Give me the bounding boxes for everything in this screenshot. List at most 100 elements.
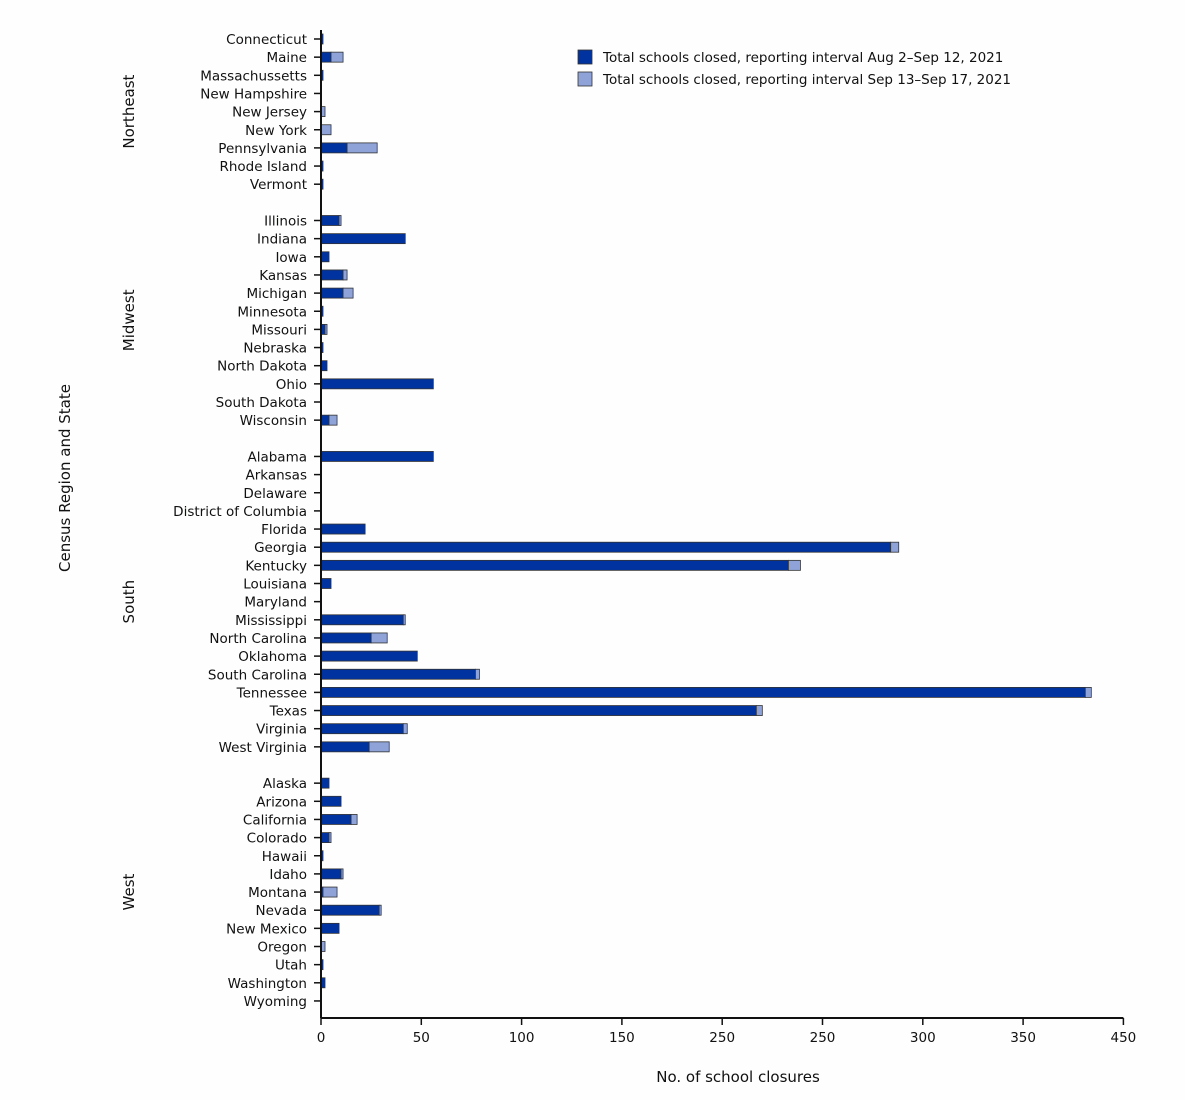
state-label: New Jersey	[232, 105, 307, 121]
state-label: Illinois	[264, 214, 307, 230]
region-labels: Northeast Midwest South West	[120, 74, 138, 910]
bar-aug2-sep12	[320, 541, 892, 553]
x-tick-label: 150	[609, 1030, 635, 1046]
bar-sep13-sep17	[328, 832, 332, 843]
state-label: South Carolina	[208, 667, 307, 683]
bar-aug2-sep12	[320, 650, 418, 662]
state-label: Louisiana	[243, 577, 307, 593]
x-tick-label: 250	[810, 1030, 836, 1046]
bar-aug2-sep12	[320, 614, 404, 626]
bar-aug2-sep12	[320, 51, 332, 63]
state-label: District of Columbia	[173, 504, 307, 520]
axes: 0 50 100 150 250 250 300 350 450	[314, 30, 1136, 1046]
state-label: Virginia	[256, 722, 307, 738]
bar-sep13-sep17	[787, 559, 801, 571]
bar-sep13-sep17	[328, 414, 338, 426]
state-labels: Connecticut Maine Massachussetts New Hampsh…	[173, 32, 307, 1010]
bar-aug2-sep12	[320, 705, 757, 716]
x-tick-label: 0	[317, 1030, 326, 1046]
bar-aug2-sep12	[320, 559, 789, 571]
bar-sep13-sep17	[368, 741, 390, 753]
x-tick-label: 100	[509, 1030, 535, 1046]
bar-aug2-sep12	[320, 904, 380, 916]
state-label: Delaware	[243, 486, 307, 502]
bar-aug2-sep12	[320, 251, 330, 263]
bar-aug2-sep12	[320, 922, 340, 934]
bar-sep13-sep17	[350, 814, 358, 825]
x-tick-label: 250	[709, 1030, 735, 1046]
bar-aug2-sep12	[320, 777, 330, 789]
x-tick-label: 350	[1010, 1030, 1036, 1046]
bar-sep13-sep17	[330, 51, 344, 63]
x-tick-label: 450	[1111, 1030, 1137, 1046]
bar-aug2-sep12	[320, 687, 1086, 698]
bar-sep13-sep17	[346, 142, 378, 154]
bar-aug2-sep12	[320, 215, 340, 226]
bar-aug2-sep12	[320, 868, 342, 880]
legend-label: Total schools closed, reporting interval…	[602, 72, 1011, 88]
bar-sep13-sep17	[890, 541, 900, 553]
bar-sep13-sep17	[402, 614, 406, 626]
bar-aug2-sep12	[320, 287, 344, 299]
state-label: Wyoming	[244, 994, 307, 1010]
state-label: Arkansas	[245, 468, 307, 484]
state-label: Hawaii	[262, 849, 307, 865]
state-label: Idaho	[269, 867, 307, 883]
bar-aug2-sep12	[320, 414, 330, 426]
state-label: Connecticut	[226, 32, 307, 48]
state-label: Ohio	[276, 377, 307, 393]
state-label: Nevada	[255, 903, 307, 919]
bar-aug2-sep12	[320, 378, 434, 390]
bar-aug2-sep12	[320, 814, 352, 825]
legend-label: Total schools closed, reporting interval…	[602, 50, 1003, 66]
state-label: New Mexico	[226, 921, 307, 937]
bar-aug2-sep12	[320, 269, 344, 281]
state-label: New York	[245, 123, 307, 139]
x-tick-label: 50	[413, 1030, 430, 1046]
region-label: Midwest	[120, 289, 138, 351]
bar-sep13-sep17	[324, 323, 328, 335]
x-tick-label: 300	[910, 1030, 936, 1046]
state-label: New Hampshire	[200, 86, 307, 102]
state-label: North Dakota	[217, 359, 307, 375]
bar-sep13-sep17	[340, 868, 344, 880]
state-label: Florida	[261, 522, 307, 538]
region-label: West	[120, 873, 138, 910]
state-label: Vermont	[250, 177, 307, 193]
bar-sep13-sep17	[378, 904, 382, 916]
bar-aug2-sep12	[320, 668, 476, 680]
state-label: Pennsylvania	[218, 141, 307, 157]
state-label: Maryland	[244, 595, 307, 611]
bar-aug2-sep12	[320, 451, 434, 462]
state-label: Montana	[248, 885, 307, 901]
x-axis-title: No. of school closures	[656, 1068, 820, 1086]
state-label: Alaska	[263, 776, 307, 792]
legend-swatch	[577, 71, 593, 87]
state-label: Nebraska	[243, 341, 307, 357]
state-label: Indiana	[257, 232, 307, 248]
state-label: Maine	[266, 50, 307, 66]
legend: Total schools closed, reporting interval…	[577, 49, 1011, 88]
state-label: North Carolina	[209, 631, 307, 647]
y-axis-title: Census Region and State	[56, 384, 74, 572]
state-label: South Dakota	[216, 395, 307, 411]
bar-aug2-sep12	[320, 632, 372, 644]
bar-aug2-sep12	[320, 832, 330, 843]
state-label: Oklahoma	[238, 649, 307, 665]
state-label: Kentucky	[245, 558, 307, 574]
state-label: Texas	[269, 704, 307, 720]
state-label: Utah	[275, 958, 307, 974]
state-label: Missouri	[251, 322, 307, 338]
bar-sep13-sep17	[322, 886, 338, 898]
state-label: Mississippi	[235, 613, 307, 629]
state-label: Alabama	[247, 449, 307, 465]
state-label: California	[243, 812, 307, 828]
bar-sep13-sep17	[370, 632, 388, 644]
bar-aug2-sep12	[320, 741, 370, 753]
bar-sep13-sep17	[755, 705, 763, 716]
bar-aug2-sep12	[320, 233, 406, 245]
state-label: West Virginia	[219, 740, 307, 756]
bar-aug2-sep12	[320, 523, 366, 535]
bar-aug2-sep12	[320, 723, 404, 735]
